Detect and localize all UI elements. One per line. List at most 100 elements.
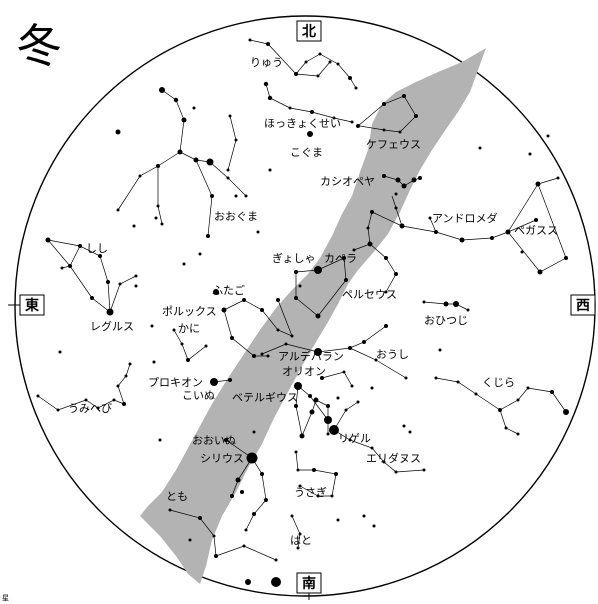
line-kujira [435, 377, 567, 413]
star [173, 97, 179, 103]
label-arudebaran: アルデバラン [278, 349, 344, 363]
star [313, 397, 319, 403]
star [230, 494, 234, 498]
star [204, 344, 208, 348]
star [537, 269, 543, 275]
line-futago [223, 299, 293, 337]
label-shishi: しし [86, 242, 108, 255]
star [294, 382, 302, 390]
star [267, 95, 273, 101]
star [394, 272, 398, 276]
label-kani: かに [178, 322, 200, 335]
star [384, 324, 388, 328]
star [45, 237, 51, 243]
star [271, 577, 281, 587]
label-andromeda: アンドロメダ [432, 211, 498, 225]
star [268, 168, 272, 172]
star [362, 340, 366, 344]
star [367, 241, 373, 247]
star [60, 266, 64, 270]
star [177, 149, 183, 155]
star [294, 296, 298, 300]
star [336, 62, 340, 66]
star [384, 256, 388, 260]
star [315, 313, 321, 319]
star [520, 250, 524, 254]
label-porukkusu: ポルックス [162, 305, 217, 318]
star [399, 223, 405, 229]
star [154, 216, 158, 220]
star [443, 301, 449, 307]
star [242, 298, 246, 302]
label-hokkyokusei: ほっきょくせい [264, 117, 341, 130]
star [348, 438, 352, 442]
star [466, 308, 470, 312]
star [336, 518, 340, 522]
star [356, 124, 360, 128]
north-marker-box [296, 20, 322, 42]
label-ryuu: りゅう [250, 56, 283, 69]
star [210, 194, 214, 198]
star [344, 408, 348, 412]
star [556, 176, 560, 180]
star [56, 408, 60, 412]
star [234, 138, 238, 142]
star [382, 128, 386, 132]
star [252, 430, 256, 434]
star [132, 224, 136, 228]
star [228, 378, 232, 382]
star [304, 60, 308, 64]
star [478, 146, 482, 150]
star [294, 450, 298, 454]
star [260, 352, 264, 356]
line-ryuu [249, 39, 357, 89]
star [329, 425, 339, 435]
star [336, 396, 340, 400]
star [474, 392, 478, 396]
star [402, 94, 406, 98]
star [181, 117, 187, 123]
star [328, 60, 332, 64]
star [382, 174, 386, 178]
label-shiriusu: シリウス [200, 452, 244, 465]
label-kujira: くじら [482, 376, 515, 389]
star [112, 398, 116, 402]
star [134, 274, 138, 278]
star [266, 42, 270, 46]
star [459, 237, 465, 243]
star [138, 174, 142, 178]
star [490, 236, 494, 240]
label-peruseusu: ペルセウス [342, 288, 397, 301]
line-ohitsuji [423, 301, 469, 311]
star [156, 204, 160, 208]
star [36, 394, 40, 398]
star [309, 409, 315, 415]
star [411, 177, 417, 183]
star [298, 484, 302, 488]
star [168, 508, 172, 512]
star [156, 164, 160, 168]
star [348, 346, 352, 350]
star [307, 131, 313, 137]
star [246, 452, 258, 464]
star [294, 404, 298, 408]
star [134, 284, 138, 288]
star [260, 472, 264, 476]
line-tomo [169, 509, 277, 561]
star [58, 350, 62, 354]
line-ooguma-2 [117, 151, 181, 211]
star [288, 106, 292, 110]
star [226, 168, 230, 172]
star [68, 264, 72, 268]
star [334, 472, 338, 476]
star [456, 380, 460, 384]
star [308, 394, 312, 398]
star [160, 222, 164, 226]
star [290, 334, 294, 338]
line-oushi [317, 325, 387, 353]
label-koguma: こぐま [290, 146, 323, 159]
label-koinu: こいぬ [182, 389, 215, 402]
star [230, 336, 234, 340]
star [260, 308, 264, 312]
star [394, 206, 398, 210]
